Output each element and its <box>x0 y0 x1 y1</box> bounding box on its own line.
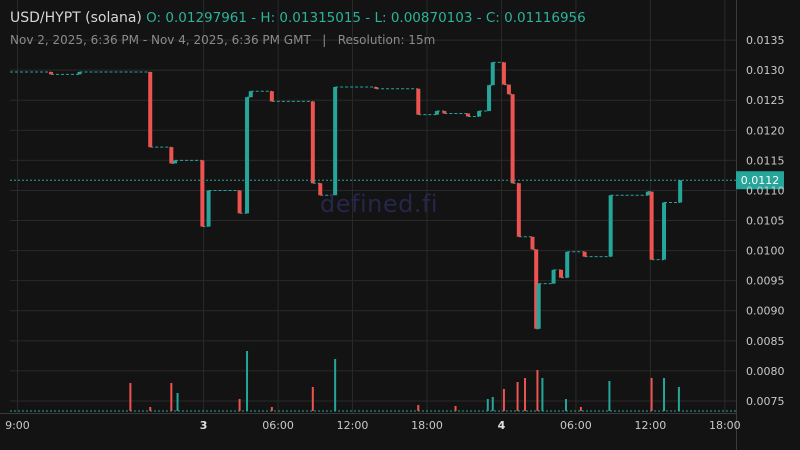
volume-bar <box>608 381 611 411</box>
volume-bar <box>246 351 249 411</box>
candle <box>310 101 315 184</box>
candle <box>245 97 250 214</box>
volume-bar <box>536 370 539 411</box>
volume-bar <box>579 407 582 411</box>
volume-bar <box>334 359 337 411</box>
volume-bar <box>564 399 567 411</box>
candle <box>442 111 447 114</box>
candle <box>416 88 421 115</box>
volume-bar <box>454 406 457 411</box>
candle <box>490 62 495 86</box>
current-price-label: 0.0112 <box>741 174 780 187</box>
volume-bar <box>170 383 173 411</box>
current-price-tag <box>736 171 784 190</box>
range-info: Nov 2, 2025, 6:36 PM - Nov 4, 2025, 6:36… <box>10 33 435 47</box>
candle <box>237 190 242 214</box>
volume-bar <box>663 378 666 411</box>
x-tick-label: 3 <box>200 419 208 432</box>
candle <box>200 160 205 227</box>
candle <box>173 160 178 164</box>
candle <box>477 111 482 117</box>
candle <box>169 147 174 164</box>
y-tick-label: 0.0080 <box>746 365 785 378</box>
symbol-label: USD/HYPT (solana) <box>10 10 142 26</box>
volume-bar <box>541 378 544 411</box>
candle <box>559 269 564 278</box>
candle <box>148 71 153 148</box>
candle <box>510 94 515 184</box>
y-tick-label: 0.0135 <box>746 34 785 47</box>
y-tick-label: 0.0090 <box>746 305 785 318</box>
candle <box>662 202 667 260</box>
y-tick-label: 0.0125 <box>746 94 785 107</box>
candle <box>269 91 274 102</box>
x-tick-label: 9:00 <box>5 419 30 432</box>
watermark: defined.fi <box>320 190 439 218</box>
y-tick-label: 0.0115 <box>746 154 785 167</box>
volume-bar <box>502 389 505 411</box>
candle <box>516 183 521 237</box>
volume-bar <box>524 378 527 411</box>
date-range: Nov 2, 2025, 6:36 PM - Nov 4, 2025, 6:36… <box>10 33 311 47</box>
x-tick-label: 12:00 <box>635 419 667 432</box>
x-tick-label: 18:00 <box>411 419 443 432</box>
y-tick-label: 0.0085 <box>746 335 785 348</box>
volume-bar <box>650 378 653 411</box>
volume-bar <box>491 397 494 411</box>
candle <box>506 84 511 95</box>
candle <box>374 86 379 89</box>
volume-bar <box>129 383 132 411</box>
x-tick-label: 12:00 <box>337 419 369 432</box>
volume-bar <box>417 405 420 411</box>
candle <box>565 251 570 278</box>
y-tick-label: 0.0120 <box>746 124 785 137</box>
chart-header: USD/HYPT (solana) O: 0.01297961 - H: 0.0… <box>10 10 586 26</box>
candle <box>318 183 323 196</box>
separator: | <box>322 33 327 47</box>
candle <box>501 62 506 85</box>
volume-bar <box>311 387 314 411</box>
candle <box>434 111 439 115</box>
volume-bar <box>516 382 519 411</box>
ohlc-values: O: 0.01297961 - H: 0.01315015 - L: 0.008… <box>146 10 586 26</box>
candle <box>608 195 613 257</box>
x-tick-label: 06:00 <box>262 419 294 432</box>
volume-bar <box>176 393 179 411</box>
candle <box>551 269 556 284</box>
candle <box>536 283 541 329</box>
volume-bar <box>486 399 489 411</box>
candle <box>333 86 338 196</box>
candle <box>48 71 53 75</box>
resolution-label: Resolution: 15m <box>337 33 436 47</box>
volume-bar <box>270 407 273 411</box>
candle <box>649 191 654 260</box>
candle <box>582 251 587 257</box>
x-tick-label: 4 <box>498 419 506 432</box>
candle <box>530 236 535 250</box>
x-tick-label: 18:00 <box>709 419 741 432</box>
candle <box>534 249 539 329</box>
y-tick-label: 0.0105 <box>746 215 785 228</box>
x-tick-label: 06:00 <box>560 419 592 432</box>
candle <box>645 191 650 196</box>
y-tick-label: 0.0075 <box>746 395 785 408</box>
candle <box>77 71 82 75</box>
candle <box>487 85 492 112</box>
candle <box>248 91 253 98</box>
y-tick-label: 0.0110 <box>746 184 785 197</box>
candle <box>465 113 470 117</box>
candle <box>206 190 211 227</box>
volume-bar <box>677 387 680 411</box>
volume-bar <box>149 407 152 411</box>
candle <box>678 180 683 203</box>
y-tick-label: 0.0100 <box>746 245 785 258</box>
volume-bar <box>238 399 241 411</box>
y-tick-label: 0.0095 <box>746 275 785 288</box>
y-tick-label: 0.0130 <box>746 64 785 77</box>
